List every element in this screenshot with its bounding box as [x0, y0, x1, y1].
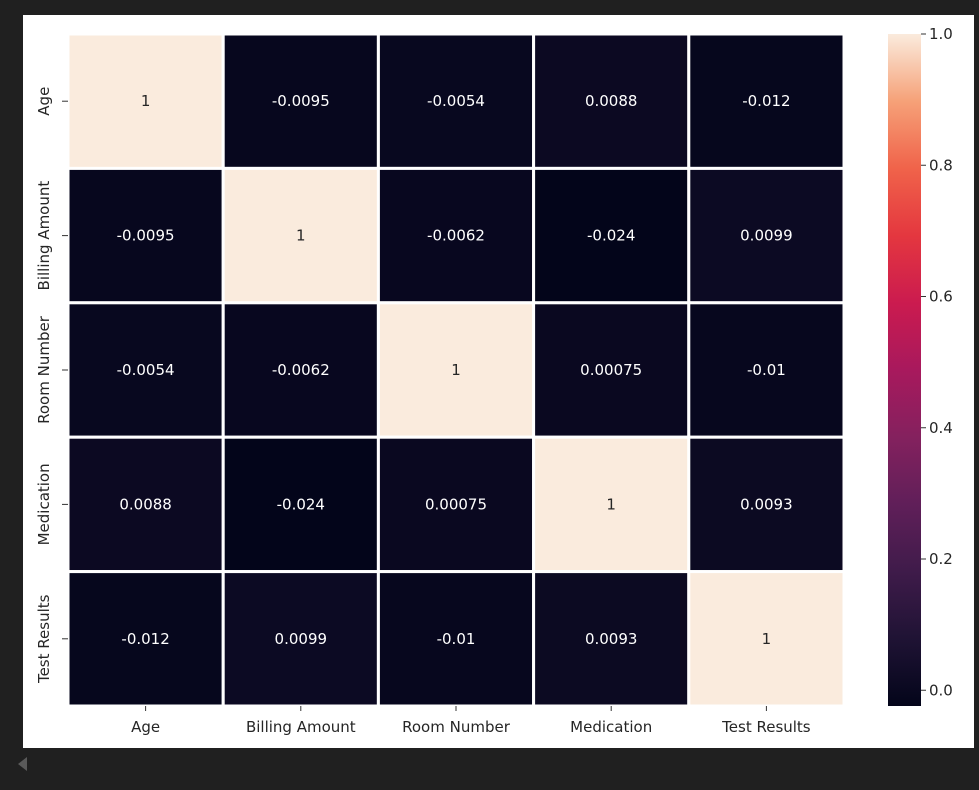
- cell-annotation: 1: [296, 227, 306, 245]
- x-tick-label: Room Number: [402, 718, 511, 736]
- heatmap-cells: [66, 32, 846, 708]
- colorbar-tick-label: 1.0: [929, 25, 953, 43]
- cell-annotation: -0.012: [121, 630, 169, 648]
- horizontal-scrollbar[interactable]: [0, 748, 979, 790]
- x-axis: Age Billing Amount Room Number Medication Te…: [131, 706, 811, 736]
- colorbar-tick-label: 0.8: [929, 156, 953, 174]
- x-tick-label: Test Results: [721, 718, 811, 736]
- heatmap-cell: [376, 166, 536, 305]
- cell-annotation: 0.00075: [425, 495, 487, 513]
- y-tick-label: Medication: [35, 463, 53, 545]
- heatmap-cell: [376, 435, 536, 574]
- heatmap-cell: [376, 570, 536, 708]
- heatmap-cell: [532, 435, 691, 574]
- heatmap-cell: [221, 435, 380, 574]
- x-tick-label: Medication: [570, 718, 652, 736]
- cell-annotation: -0.012: [742, 92, 790, 110]
- cell-annotation: 0.0093: [740, 495, 793, 513]
- heatmap-cell: [376, 32, 536, 170]
- plot-panel: 1 -0.0095 -0.0054 0.0088 -0.012 -0.0095 1 -0.00…: [23, 15, 974, 748]
- heatmap-cell: [221, 32, 380, 170]
- cell-annotation: 0.0088: [119, 495, 172, 513]
- heatmap-cell: [221, 301, 380, 439]
- y-tick-label: Test Results: [35, 594, 53, 684]
- heatmap-cell: [687, 166, 846, 305]
- y-tick-label: Age: [35, 87, 53, 116]
- cell-annotation: 0.0099: [275, 630, 328, 648]
- heatmap-cell: [532, 301, 691, 439]
- heatmap-cell: [687, 435, 846, 574]
- cell-annotation: -0.0095: [272, 92, 330, 110]
- cell-annotation: -0.0054: [427, 92, 485, 110]
- cell-annotation: -0.01: [437, 630, 476, 648]
- cell-annotation: 1: [141, 92, 151, 110]
- y-tick-label: Billing Amount: [35, 181, 53, 291]
- cell-annotation: 0.0099: [740, 227, 793, 245]
- cell-annotations: 1 -0.0095 -0.0054 0.0088 -0.012 -0.0095 1 -0.00…: [117, 92, 793, 648]
- heatmap-cell: [221, 570, 380, 708]
- cell-annotation: 0.0093: [585, 630, 638, 648]
- colorbar-tick-label: 0.6: [929, 288, 953, 306]
- cell-annotation: -0.0062: [272, 361, 330, 379]
- cell-annotation: -0.0095: [117, 227, 175, 245]
- colorbar-tick-label: 0.2: [929, 550, 953, 568]
- colorbar: [888, 34, 921, 706]
- heatmap-cell: [66, 32, 225, 170]
- cell-annotation: -0.0062: [427, 227, 485, 245]
- colorbar-ticks: 0.0 0.2 0.4 0.6 0.8 1.0: [921, 25, 953, 699]
- cell-annotation: -0.024: [587, 227, 635, 245]
- scroll-left-arrow-icon[interactable]: [18, 757, 27, 771]
- cell-annotation: -0.024: [277, 495, 325, 513]
- cell-annotation: 1: [606, 495, 616, 513]
- cell-annotation: 1: [762, 630, 772, 648]
- cell-annotation: 0.0088: [585, 92, 638, 110]
- cell-annotation: 1: [451, 361, 461, 379]
- x-tick-label: Age: [131, 718, 160, 736]
- cell-annotation: -0.01: [747, 361, 786, 379]
- colorbar-tick-label: 0.4: [929, 419, 953, 437]
- colorbar-tick-label: 0.0: [929, 681, 953, 699]
- cell-annotation: 0.00075: [580, 361, 642, 379]
- y-tick-label: Room Number: [35, 315, 53, 424]
- correlation-heatmap: 1 -0.0095 -0.0054 0.0088 -0.012 -0.0095 1 -0.00…: [35, 25, 953, 736]
- y-axis: Age Billing Amount Room Number Medication Te…: [35, 87, 68, 684]
- heatmap-cell: [66, 570, 225, 708]
- x-tick-label: Billing Amount: [246, 718, 356, 736]
- cell-annotation: -0.0054: [117, 361, 175, 379]
